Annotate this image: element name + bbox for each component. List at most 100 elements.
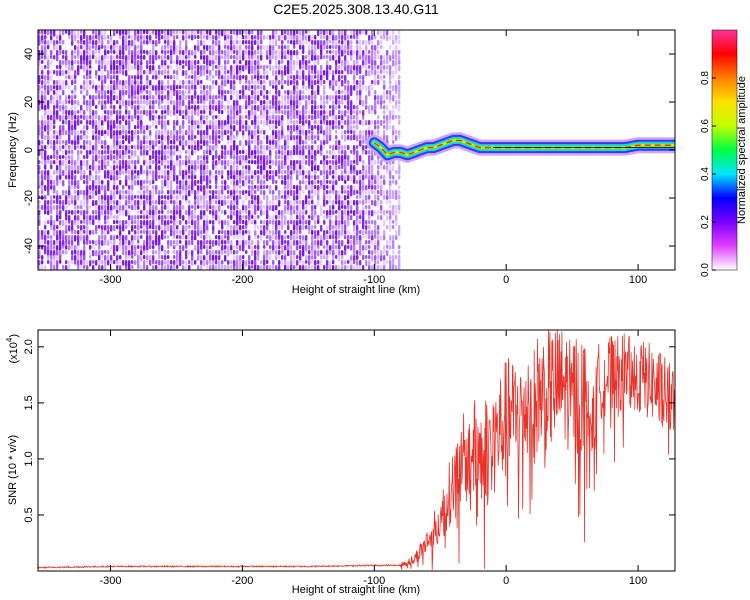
spectrogram-cell: [77, 70, 80, 76]
spectrogram-cell: [308, 180, 311, 185]
spectrogram-cell: [287, 95, 290, 100]
spectrogram-cell: [53, 260, 56, 266]
spectrogram-cell: [113, 155, 116, 160]
spectrogram-cell: [236, 40, 239, 44]
spectrogram-cell: [104, 210, 107, 215]
spectrogram-cell: [137, 200, 140, 206]
spectrogram-cell: [149, 245, 152, 250]
spectrogram-cell: [344, 55, 347, 62]
spectrogram-cell: [311, 55, 314, 61]
spectrogram-cell: [116, 40, 119, 45]
spectrogram-cell: [395, 50, 398, 57]
spectrogram-cell: [44, 245, 47, 252]
spectrogram-cell: [359, 135, 362, 140]
spectrogram-cell: [47, 100, 50, 107]
spectrogram-cell: [389, 210, 392, 216]
spectrogram-cell: [323, 155, 326, 162]
spectrogram-cell: [41, 105, 44, 110]
spectrogram-cell: [98, 180, 101, 185]
spectrogram-cell: [395, 90, 398, 95]
spectrogram-cell: [395, 85, 398, 92]
spectrogram-cell: [161, 140, 164, 146]
spectrogram-cell: [119, 150, 122, 156]
spectrogram-cell: [323, 250, 326, 257]
spectrogram-cell: [332, 80, 335, 86]
spectrogram-cell: [245, 150, 248, 156]
spectrogram-cell: [242, 255, 245, 260]
spectrogram-cell: [56, 170, 59, 175]
spectrogram-cell: [254, 85, 257, 91]
spectrogram-cell: [203, 185, 206, 191]
spectrogram-cell: [371, 50, 374, 56]
spectrogram-cell: [350, 175, 353, 182]
spectrogram-cell: [380, 250, 383, 256]
spectrogram-cell: [335, 170, 338, 176]
spectrogram-cell: [131, 85, 134, 92]
spectrogram-cell: [188, 150, 191, 155]
spectrogram-cell: [299, 265, 302, 270]
spectrogram-cell: [275, 50, 278, 55]
spectrogram-cell: [209, 210, 212, 215]
spectrogram-cell: [86, 215, 89, 221]
spectrogram-cell: [254, 200, 257, 206]
spectrogram-cell: [47, 135, 50, 141]
spectrogram-cell: [116, 135, 119, 141]
spectrogram-cell: [173, 170, 176, 177]
spectrogram-cell: [227, 175, 230, 181]
spectrogram-cell: [251, 45, 254, 51]
spectrogram-cell: [377, 200, 380, 207]
spectrogram-cell: [170, 95, 173, 100]
spectrogram-cell: [47, 110, 50, 116]
spectrogram-cell: [218, 230, 221, 235]
spectrogram-cell: [95, 215, 98, 220]
spectrogram-cell: [236, 145, 239, 151]
spectrogram-cell: [227, 100, 230, 105]
spectrogram-cell: [218, 100, 221, 107]
spectrogram-cell: [278, 55, 281, 59]
spectrogram-cell: [245, 175, 248, 182]
spectrogram-cell: [92, 265, 95, 270]
spectrogram-cell: [275, 30, 278, 35]
spectrogram-cell: [113, 205, 116, 210]
spectrogram-cell: [260, 65, 263, 69]
spectrogram-cell: [311, 215, 314, 221]
spectrogram-cell: [194, 175, 197, 180]
spectrogram-cell: [314, 240, 317, 247]
spectrogram-cell: [302, 125, 305, 132]
spectrogram-cell: [215, 30, 218, 35]
spectrogram-cell: [104, 250, 107, 254]
spectrogram-cell: [368, 180, 371, 186]
spectrogram-cell: [170, 140, 173, 145]
spectrogram-cell: [305, 240, 308, 247]
snr-x-tick-label: -100: [363, 575, 385, 587]
spectrogram-cell: [128, 55, 131, 61]
spectrogram-cell: [275, 60, 278, 66]
spectrogram-cell: [344, 170, 347, 175]
spectrogram-cell: [218, 220, 221, 225]
spectrogram-cell: [383, 95, 386, 100]
spectrogram-cell: [305, 140, 308, 145]
spectrogram-cell: [275, 195, 278, 201]
spectrogram-cell: [263, 35, 266, 40]
spectrogram-cell: [296, 245, 299, 251]
spectrogram-cell: [122, 95, 125, 102]
spectrogram-cell: [257, 140, 260, 146]
spectrogram-cell: [251, 115, 254, 119]
spectrogram-cell: [266, 210, 269, 217]
spectrogram-cell: [320, 140, 323, 146]
spectrogram-cell: [371, 60, 374, 67]
spectrogram-cell: [389, 170, 392, 177]
spectrogram-cell: [74, 140, 77, 146]
spectrogram-cell: [125, 200, 128, 207]
spectrogram-cell: [245, 115, 248, 119]
spectrogram-cell: [98, 90, 101, 96]
spectrogram-cell: [176, 160, 179, 167]
spectrogram-cell: [377, 80, 380, 85]
spectrogram-cell: [143, 30, 146, 35]
spectrogram-cell: [248, 125, 251, 131]
spectrogram-cell: [44, 40, 47, 45]
spectrogram-cell: [239, 140, 242, 147]
spectrogram-cell: [62, 30, 65, 36]
spectrogram-cell: [245, 230, 248, 234]
spectrogram-cell: [260, 105, 263, 112]
